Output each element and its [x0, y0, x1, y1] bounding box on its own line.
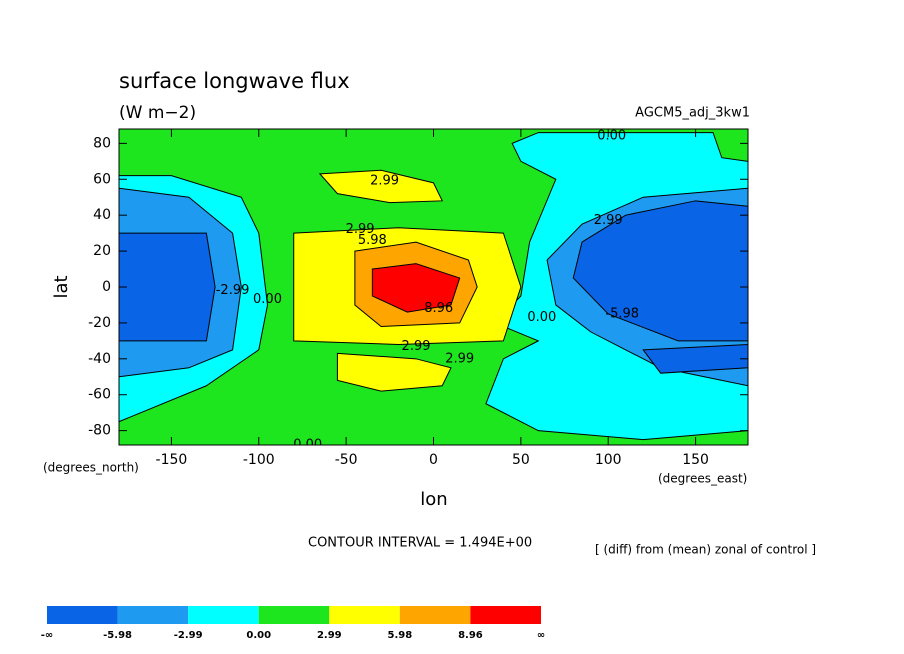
contour-label: 0.00 [597, 129, 626, 144]
contour-label: 2.99 [402, 339, 431, 354]
colorbar-label: 0.00 [246, 630, 271, 641]
contour-region [318, 169, 444, 204]
colorbar-swatch [470, 606, 541, 624]
contour-label: 2.99 [370, 174, 399, 189]
contour-label: -5.98 [605, 306, 639, 321]
x-tick-label: -50 [335, 452, 358, 468]
annotation: AGCM5_adj_3kw1 [635, 106, 750, 121]
contour-label: 2.99 [445, 351, 474, 366]
y-tick-label: 40 [93, 207, 111, 223]
contour-label: -2.99 [216, 283, 250, 298]
y-tick-label: 80 [93, 135, 111, 151]
x-tick-label: 100 [595, 452, 622, 468]
colorbar-label: 5.98 [388, 630, 413, 641]
x-tick-label: -100 [243, 452, 275, 468]
colorbar-swatch [117, 606, 189, 624]
colorbar-swatch [188, 606, 259, 624]
contour-label: 0.00 [253, 292, 282, 307]
x-axis-label: lon [420, 489, 447, 510]
colorbar-label: -∞ [41, 630, 53, 641]
colorbar-swatch [329, 606, 400, 624]
contour-label: 2.99 [346, 222, 375, 237]
contour-region [642, 343, 748, 374]
contour-label: 2.99 [594, 213, 623, 228]
y-tick-label: -20 [88, 315, 111, 331]
note: [ (diff) from (mean) zonal of control ] [595, 543, 816, 557]
colorbar-label: 8.96 [458, 630, 483, 641]
x-tick-label: 0 [429, 452, 438, 468]
colorbar-label: 2.99 [317, 630, 342, 641]
contour-label: 8.96 [424, 301, 453, 316]
contour-region [371, 263, 461, 313]
colorbar-swatch [258, 606, 330, 624]
colorbar-label: ∞ [537, 630, 545, 641]
contour-label: 5.98 [358, 233, 387, 248]
contour-region [336, 352, 452, 392]
y-tick-label: 0 [102, 279, 111, 295]
chart-subtitle: (W m−2) [119, 103, 196, 123]
x-tick-label: 150 [682, 452, 709, 468]
colorbar-label: -5.98 [103, 630, 132, 641]
y-tick-label: -80 [88, 423, 111, 439]
colorbar-swatch [47, 606, 118, 624]
x-tick-label: 50 [512, 452, 530, 468]
y-tick-label: 20 [93, 243, 111, 259]
y-unit-label: (degrees_north) [43, 461, 139, 475]
contour-interval: CONTOUR INTERVAL = 1.494E+00 [308, 536, 532, 551]
x-unit-label: (degrees_east) [658, 472, 747, 486]
chart-title: surface longwave flux [119, 69, 350, 93]
contour-label: 0.00 [293, 438, 322, 453]
contour-region [119, 232, 216, 342]
y-tick-label: -60 [88, 387, 111, 403]
plot-area: 0.002.992.995.988.962.992.990.00-2.990.0… [119, 129, 748, 453]
colorbar-label: -2.99 [174, 630, 203, 641]
x-tick-label: -150 [156, 452, 188, 468]
y-axis-label: lat [51, 275, 72, 298]
y-tick-label: 60 [93, 171, 111, 187]
contour-label: 0.00 [527, 310, 556, 325]
y-tick-label: -40 [88, 351, 111, 367]
contour-region [572, 200, 748, 342]
colorbar-swatch [399, 606, 471, 624]
